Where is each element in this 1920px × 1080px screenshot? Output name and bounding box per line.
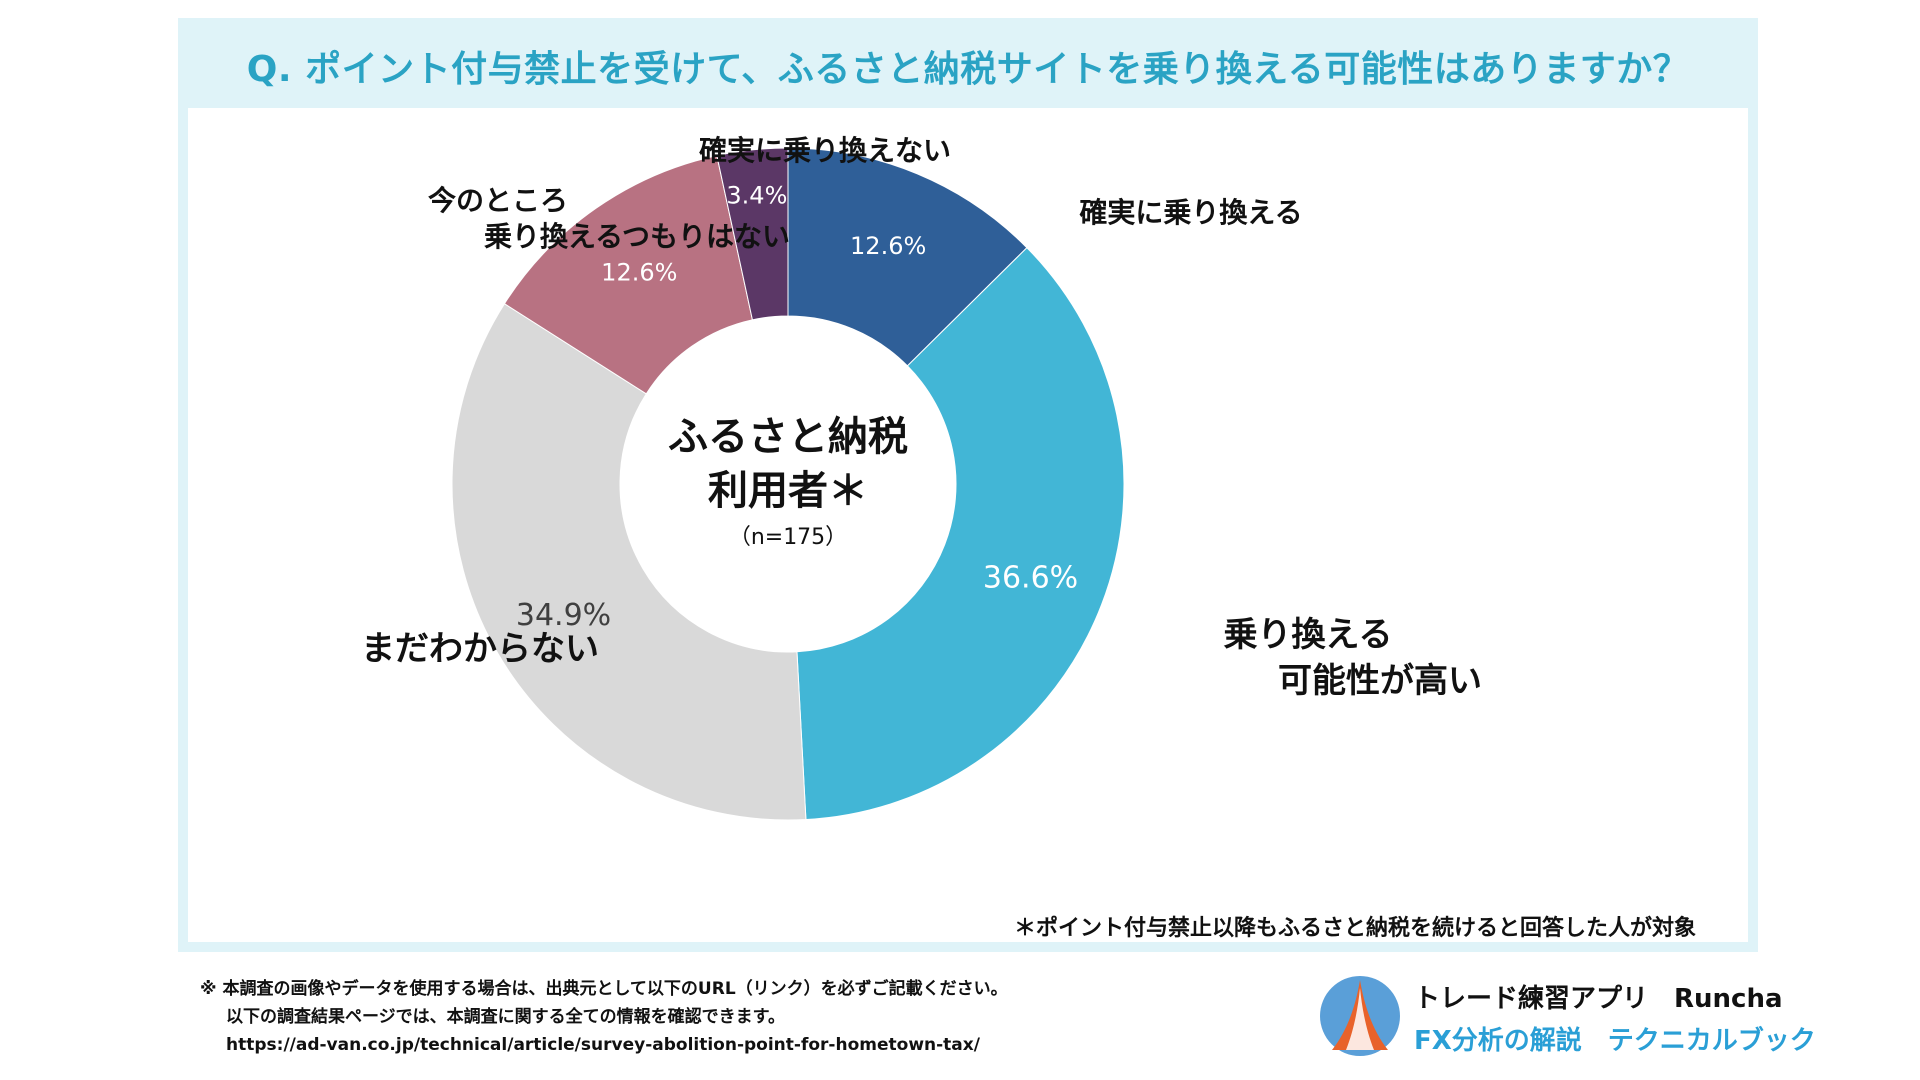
- slice-value-label: 12.6%: [850, 232, 926, 260]
- slice-category-label: 可能性が高い: [1278, 661, 1482, 701]
- brand-name: トレード練習アプリ Runcha: [1414, 984, 1783, 1014]
- notice-url[interactable]: https://ad-van.co.jp/technical/article/s…: [226, 1035, 980, 1055]
- slice-category-label: 確実に乗り換えない: [699, 134, 951, 167]
- chart-title: Q. ポイント付与禁止を受けて、ふるさと納税サイトを乗り換える可能性はありますか…: [246, 49, 1690, 90]
- donut-chart: 12.6% 36.6% 34.9% 12.6% 3.4% 確実に乗り換える乗り換える可能…: [361, 134, 1482, 821]
- slice-value-label: 36.6%: [983, 561, 1078, 596]
- usage-notice: ※ 本調査の画像やデータを使用する場合は、出典元として以下のURL（リンク）を必…: [200, 975, 1008, 1059]
- brand-block: トレード練習アプリ Runcha FX分析の解説 テクニカルブック: [1318, 974, 1878, 1064]
- donut-hole: [620, 316, 956, 652]
- center-label-line1: ふるさと納税: [668, 414, 908, 460]
- brand-subtitle: FX分析の解説 テクニカルブック: [1414, 1026, 1816, 1056]
- notice-line-1: ※ 本調査の画像やデータを使用する場合は、出典元として以下のURL（リンク）を必…: [200, 979, 1008, 999]
- slice-category-label: 今のところ: [428, 184, 568, 217]
- slice-value-label: 34.9%: [516, 598, 611, 633]
- chart-frame: Q. ポイント付与禁止を受けて、ふるさと納税サイトを乗り換える可能性はありますか…: [178, 18, 1758, 952]
- target-footnote: ＊ポイント付与禁止以降もふるさと納税を続けると回答した人が対象: [1013, 916, 1696, 941]
- center-label-sample-size: （n=175）: [729, 525, 847, 550]
- chart-panel: 12.6% 36.6% 34.9% 12.6% 3.4% 確実に乗り換える乗り換える可能…: [188, 108, 1748, 942]
- slice-category-label: 確実に乗り換える: [1079, 196, 1302, 229]
- runcha-logo-icon: [1320, 976, 1400, 1056]
- slice-category-label: 乗り換えるつもりはない: [484, 220, 790, 253]
- notice-line-2: 以下の調査結果ページでは、本調査に関する全ての情報を確認できます。: [226, 1007, 785, 1027]
- slice-category-label: 乗り換える: [1224, 615, 1393, 655]
- slice-value-label: 12.6%: [601, 259, 677, 287]
- center-label-line2: 利用者＊: [708, 468, 868, 514]
- slice-3: [451, 302, 807, 821]
- slice-category-label: まだわからない: [361, 629, 599, 669]
- slice-value-label: 3.4%: [726, 182, 787, 210]
